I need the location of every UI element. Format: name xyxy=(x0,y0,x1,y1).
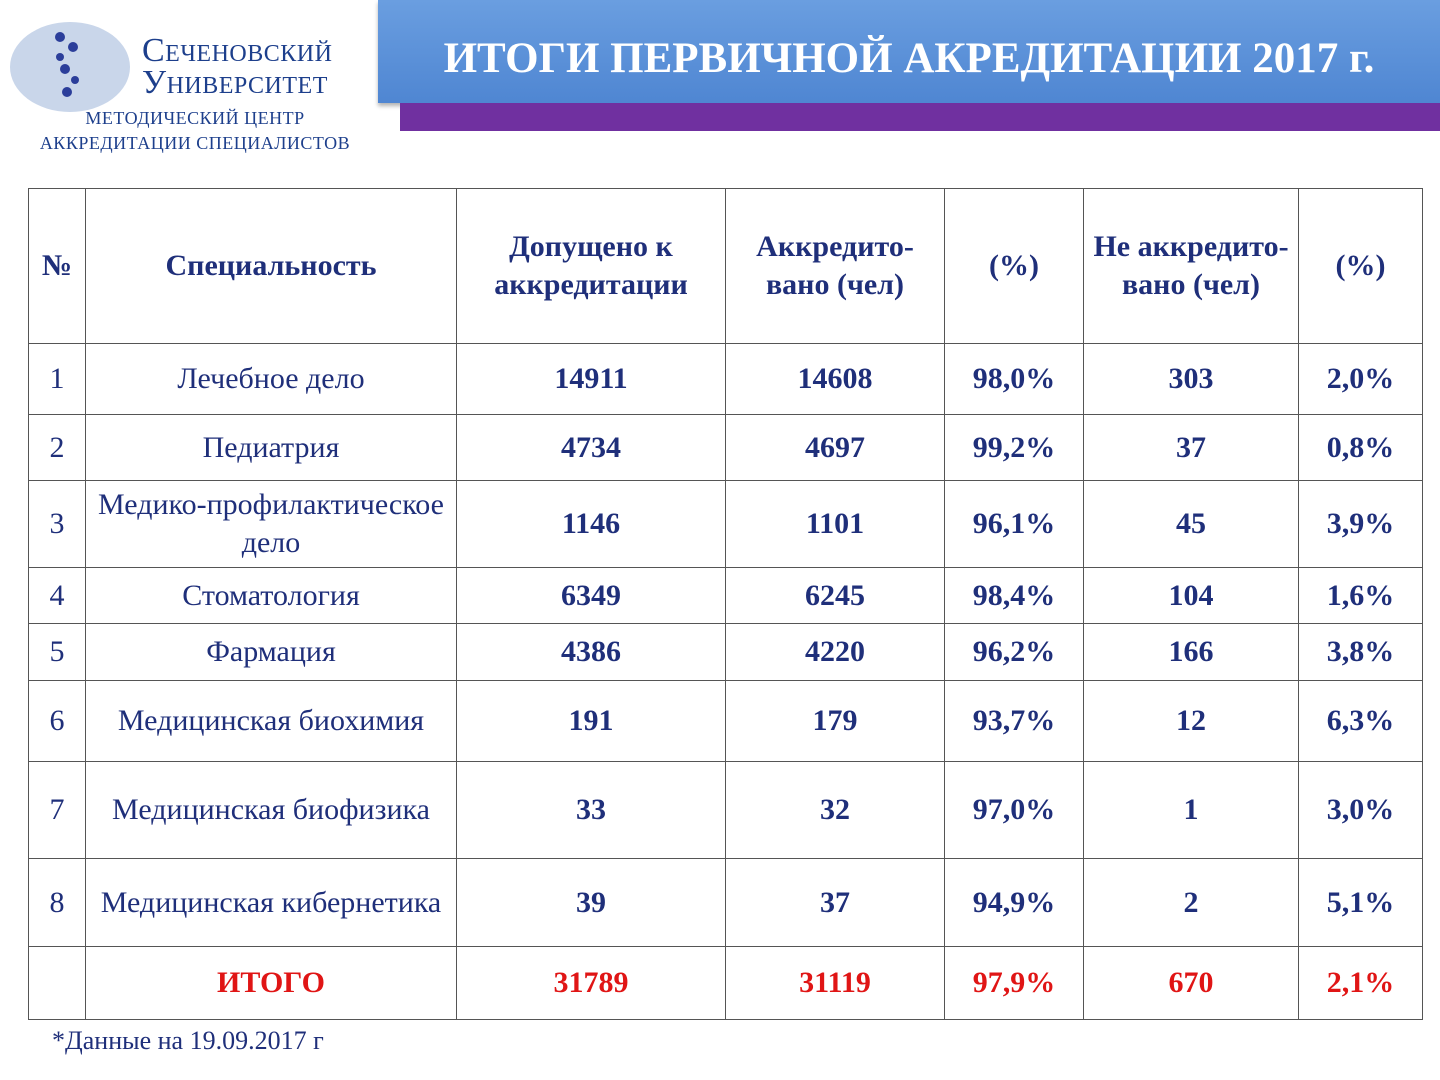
title: ИТОГИ ПЕРВИЧНОЙ АКРЕДИТАЦИИ 2017 г. xyxy=(443,35,1375,82)
total-row: ИТОГО 31789 31119 97,9% 670 2,1% xyxy=(28,946,1423,1020)
value-cell: 37 xyxy=(1083,414,1299,481)
value-cell: 96,2% xyxy=(944,623,1084,681)
column-header: Аккредито-вано (чел) xyxy=(725,188,945,344)
value-cell: 166 xyxy=(1083,623,1299,681)
value-cell: 96,1% xyxy=(944,480,1084,568)
column-header: (%) xyxy=(1298,188,1423,344)
value-cell: 39 xyxy=(456,858,726,947)
logo-text: Сеченовский xyxy=(142,32,333,69)
value-cell: 4697 xyxy=(725,414,945,481)
value-cell: 93,7% xyxy=(944,680,1084,762)
value-cell: 2 xyxy=(1083,858,1299,947)
value-cell: 104 xyxy=(1083,567,1299,624)
row-number: 3 xyxy=(28,480,86,568)
row-number: 5 xyxy=(28,623,86,681)
empty-cell xyxy=(28,946,86,1020)
value-cell: 4734 xyxy=(456,414,726,481)
table-row: 7 Медицинская биофизика 33 32 97,0% 1 3,0% xyxy=(28,761,1423,859)
specialty: Медицинская биофизика xyxy=(85,761,457,859)
specialty: Медико-профилактическое дело xyxy=(85,480,457,568)
specialty: Медицинская биохимия xyxy=(85,680,457,762)
value-cell: 94,9% xyxy=(944,858,1084,947)
table-row: 1 Лечебное дело 14911 14608 98,0% 303 2,0% xyxy=(28,343,1423,415)
value-cell: 4220 xyxy=(725,623,945,681)
results-table: № Специальность Допущено к аккредитации Акк… xyxy=(28,188,1423,1020)
value-cell: 3,9% xyxy=(1298,480,1423,568)
value-cell: 98,4% xyxy=(944,567,1084,624)
value-cell: 0,8% xyxy=(1298,414,1423,481)
value-cell: 37 xyxy=(725,858,945,947)
table-row: 8 Медицинская кибернетика 39 37 94,9% 2 5,1% xyxy=(28,858,1423,947)
header-row: № Специальность Допущено к аккредитации Акк… xyxy=(28,188,1423,344)
title-strip xyxy=(400,103,1440,131)
value-cell: 98,0% xyxy=(944,343,1084,415)
value-cell: 6349 xyxy=(456,567,726,624)
total-value: 97,9% xyxy=(944,946,1084,1020)
footnote: *Данные на 19.09.2017 г xyxy=(52,1026,324,1055)
center-name: АККРЕДИТАЦИИ СПЕЦИАЛИСТОВ xyxy=(39,133,351,153)
row-number: 7 xyxy=(28,761,86,859)
value-cell: 3,8% xyxy=(1298,623,1423,681)
value-cell: 32 xyxy=(725,761,945,859)
value-cell: 4386 xyxy=(456,623,726,681)
value-cell: 33 xyxy=(456,761,726,859)
value-cell: 12 xyxy=(1083,680,1299,762)
value-cell: 5,1% xyxy=(1298,858,1423,947)
value-cell: 14608 xyxy=(725,343,945,415)
column-header: (%) xyxy=(944,188,1084,344)
value-cell: 14911 xyxy=(456,343,726,415)
row-number: 1 xyxy=(28,343,86,415)
value-cell: 2,0% xyxy=(1298,343,1423,415)
title-bar xyxy=(378,0,1440,103)
value-cell: 97,0% xyxy=(944,761,1084,859)
value-cell: 1101 xyxy=(725,480,945,568)
specialty: Лечебное дело xyxy=(85,343,457,415)
table-row: 6 Медицинская биохимия 191 179 93,7% 12 6,3% xyxy=(28,680,1423,762)
value-cell: 6245 xyxy=(725,567,945,624)
table-row: 5 Фармация 4386 4220 96,2% 166 3,8% xyxy=(28,623,1423,681)
logo-icon xyxy=(10,22,130,112)
row-number: 6 xyxy=(28,680,86,762)
value-cell: 6,3% xyxy=(1298,680,1423,762)
row-number: 4 xyxy=(28,567,86,624)
column-header: Не аккредито-вано (чел) xyxy=(1083,188,1299,344)
specialty: Стоматология xyxy=(85,567,457,624)
table-row: 2 Педиатрия 4734 4697 99,2% 37 0,8% xyxy=(28,414,1423,481)
total-label: ИТОГО xyxy=(85,946,457,1020)
row-number: 2 xyxy=(28,414,86,481)
value-cell: 191 xyxy=(456,680,726,762)
value-cell: 3,0% xyxy=(1298,761,1423,859)
total-value: 31789 xyxy=(456,946,726,1020)
row-number: 8 xyxy=(28,858,86,947)
value-cell: 1 xyxy=(1083,761,1299,859)
logo-text: Университет xyxy=(142,64,328,101)
column-header: № xyxy=(28,188,86,344)
value-cell: 1146 xyxy=(456,480,726,568)
table-row: 3 Медико-профилактическое дело 1146 1101 96,… xyxy=(28,480,1423,568)
value-cell: 303 xyxy=(1083,343,1299,415)
value-cell: 1,6% xyxy=(1298,567,1423,624)
center-name: МЕТОДИЧЕСКИЙ ЦЕНТР xyxy=(85,108,305,128)
total-value: 2,1% xyxy=(1298,946,1423,1020)
total-value: 670 xyxy=(1083,946,1299,1020)
value-cell: 179 xyxy=(725,680,945,762)
specialty: Фармация xyxy=(85,623,457,681)
value-cell: 99,2% xyxy=(944,414,1084,481)
value-cell: 45 xyxy=(1083,480,1299,568)
specialty: Педиатрия xyxy=(85,414,457,481)
total-value: 31119 xyxy=(725,946,945,1020)
specialty: Медицинская кибернетика xyxy=(85,858,457,947)
column-header: Специальность xyxy=(85,188,457,344)
table-row: 4 Стоматология 6349 6245 98,4% 104 1,6% xyxy=(28,567,1423,624)
column-header: Допущено к аккредитации xyxy=(456,188,726,344)
